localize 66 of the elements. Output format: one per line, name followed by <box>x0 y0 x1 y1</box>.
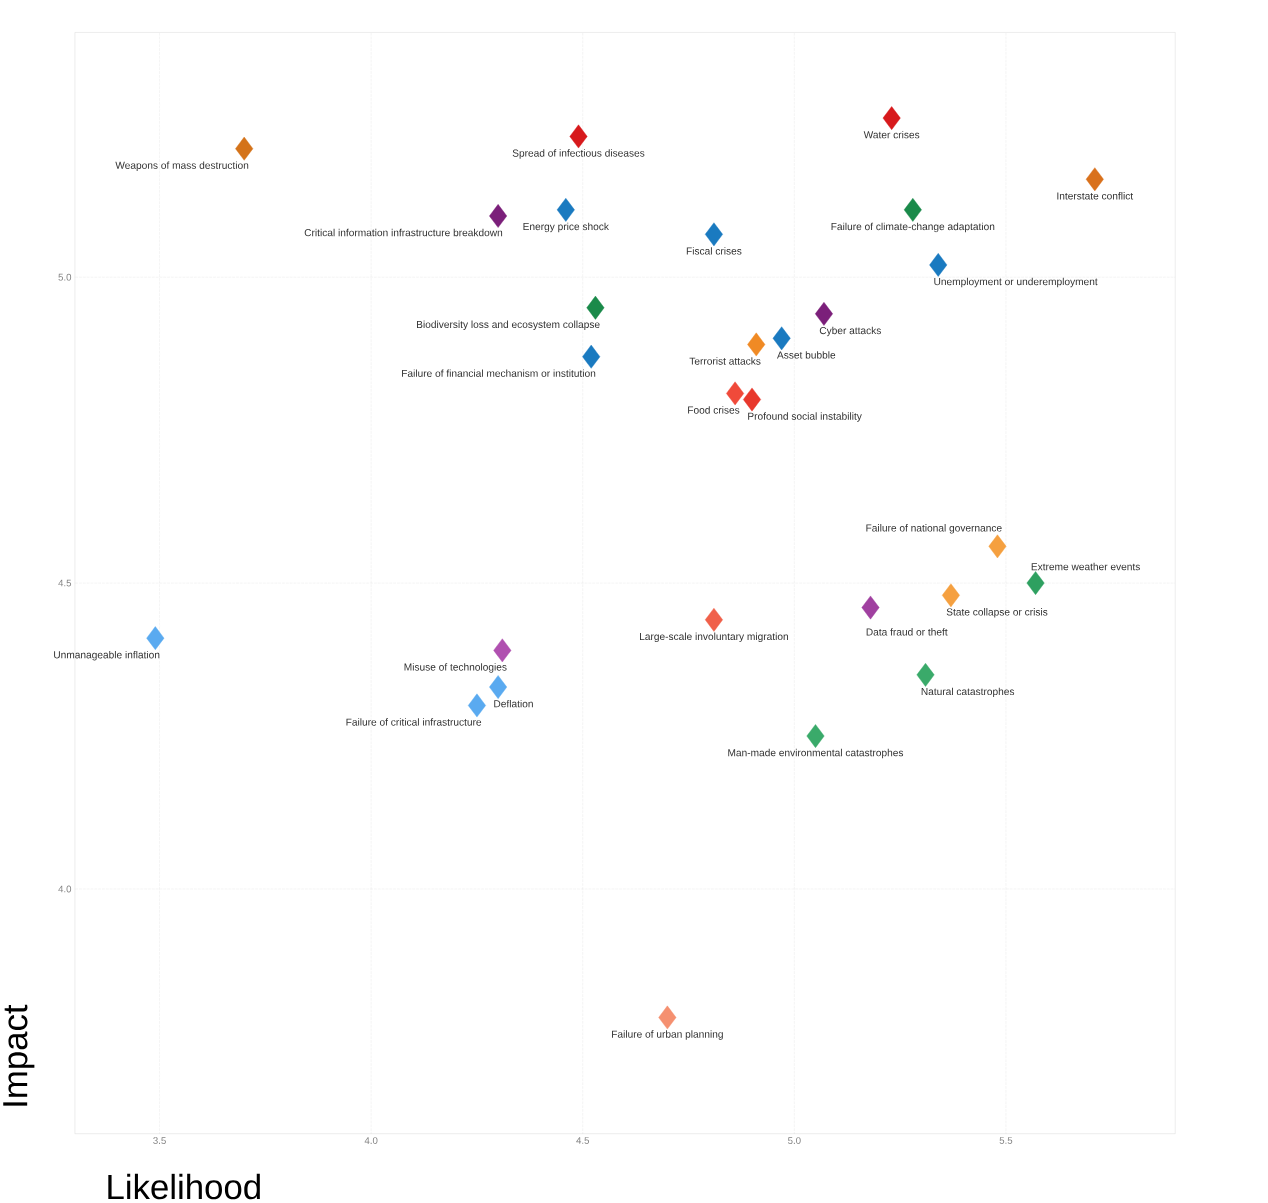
point <box>743 387 761 412</box>
annotation: Extreme weather events <box>1031 563 1140 571</box>
annotation: Terrorist attacks <box>689 357 761 365</box>
x-tick-label: 4.5 <box>576 1137 590 1145</box>
annotation: Cyber attacks <box>819 326 881 337</box>
point <box>747 332 766 357</box>
annotation: Energy price shock <box>523 222 609 233</box>
point <box>569 124 588 149</box>
annotation: Weapons of mass destruction <box>115 161 249 172</box>
point <box>988 534 1007 559</box>
x-tick-label: 4.0 <box>364 1137 378 1145</box>
annotation: Data fraud or theft <box>866 628 948 636</box>
annotation: Unemployment or underemployment <box>934 277 1098 288</box>
point <box>1026 571 1045 596</box>
annotation: Man-made environmental catastrophes <box>728 749 904 759</box>
point <box>582 345 601 369</box>
point <box>556 198 575 222</box>
point <box>658 1005 677 1030</box>
point <box>882 106 901 131</box>
annotation: Misuse of technologies <box>404 663 507 673</box>
point <box>806 724 825 749</box>
point <box>916 663 935 687</box>
annotation: Failure of national governance <box>866 524 1002 534</box>
x-tick-label: 5.5 <box>999 1137 1013 1145</box>
annotation: Failure of critical infrastructure <box>346 718 482 726</box>
point <box>146 626 165 651</box>
x-axis-title: Likelihood <box>108 1174 260 1200</box>
annotation: Spread of infectious diseases <box>512 149 645 159</box>
point <box>903 198 922 222</box>
y-axis-title: Impact <box>3 1004 35 1106</box>
annotation: Biodiversity loss and ecosystem collapse <box>417 320 600 331</box>
annotation: Asset bubble <box>776 351 836 359</box>
y-tick-label: 4.0 <box>58 885 72 893</box>
point <box>815 302 833 326</box>
point <box>772 326 791 351</box>
point <box>705 608 723 632</box>
annotation: Interstate conflict <box>1057 192 1134 200</box>
y-tick-label: 5.0 <box>58 273 72 281</box>
annotation: Water crises <box>863 131 920 139</box>
point <box>1085 167 1104 192</box>
point <box>586 296 605 320</box>
point <box>235 137 254 161</box>
annotation: Failure of climate-change adaptation <box>831 222 995 233</box>
point <box>861 595 880 620</box>
point <box>489 204 508 229</box>
point <box>489 675 508 700</box>
point <box>941 583 960 608</box>
y-tick-label: 4.5 <box>58 579 72 587</box>
annotation: Natural catastrophes <box>921 687 1015 698</box>
annotation: Failure of urban planning <box>612 1030 723 1040</box>
point <box>468 693 486 718</box>
annotation: Large-scale involuntary migration <box>640 632 788 643</box>
annotation: Fiscal crises <box>686 247 742 255</box>
x-tick-label: 3.5 <box>153 1137 166 1145</box>
point <box>726 381 745 406</box>
annotation: Failure of financial mechanism or institution <box>402 369 596 378</box>
annotation: Profound social instability <box>748 412 862 422</box>
annotation: Food crises <box>688 406 740 414</box>
point <box>705 222 723 247</box>
annotation: Critical information infrastructure breakdown <box>304 228 503 237</box>
x-tick-label: 5.0 <box>788 1137 801 1145</box>
annotation: Deflation <box>494 700 533 708</box>
annotation: Unmanageable inflation <box>54 651 160 661</box>
point <box>929 253 948 277</box>
point <box>493 638 512 663</box>
annotation: State collapse or crisis <box>946 608 1048 618</box>
